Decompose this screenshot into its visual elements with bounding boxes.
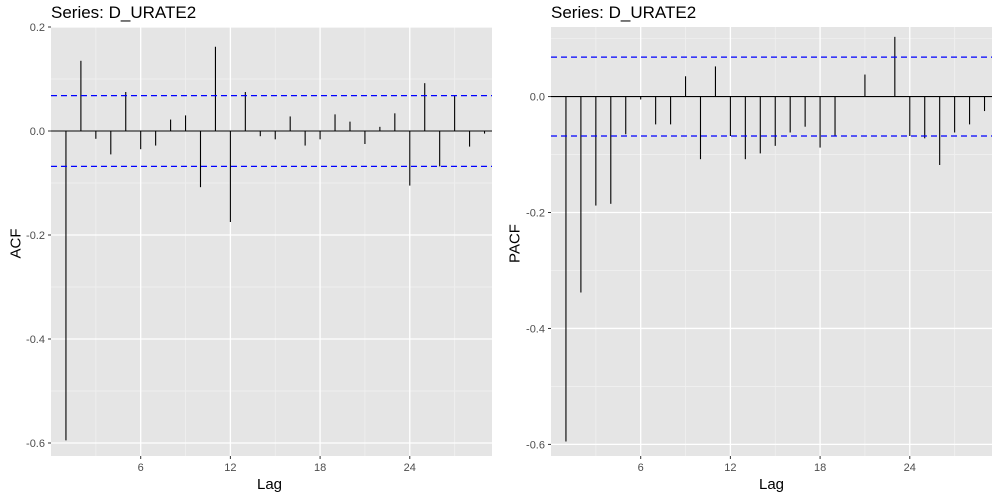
pacf-x-tick-label: 18 [814, 462, 826, 474]
acf-x-tick-label: 6 [138, 462, 144, 474]
acf-x-axis-label: Lag [257, 476, 283, 493]
acf-panel-bg [51, 27, 492, 456]
acf-x-tick-label: 24 [404, 462, 416, 474]
acf-y-tick-label: 0.2 [30, 22, 45, 34]
acf-plot: -0.6 -0.4 -0.2 0.0 0.2 6 12 18 24 [26, 22, 492, 474]
pacf-x-axis-label: Lag [759, 476, 785, 493]
pacf-y-tick-label: -0.2 [526, 208, 545, 220]
pacf-x-tick-label: 24 [904, 462, 916, 474]
acf-y-tick-label: -0.2 [26, 230, 45, 242]
pacf-x-tick-label: 12 [724, 462, 736, 474]
pacf-y-tick-label: -0.6 [526, 439, 545, 451]
acf-y-tick-label: -0.4 [26, 334, 45, 346]
acf-chart: Series: D_URATE2 ACF Lag -0.6 -0.4 -0.2 0.0… [8, 3, 492, 493]
acf-y-tick-label: 0.0 [30, 126, 45, 138]
pacf-chart: Series: D_URATE2 PACF Lag -0.6 -0.4 -0.2 0.… [500, 0, 1000, 500]
acf-y-tick-label: -0.6 [26, 438, 45, 450]
pacf-x-tick-label: 6 [638, 462, 644, 474]
acf-x-tick-label: 12 [224, 462, 236, 474]
pacf-panel-bg [551, 27, 992, 456]
pacf-chart-title: Series: D_URATE2 [551, 3, 697, 22]
acf-x-tick-label: 18 [314, 462, 326, 474]
pacf-plot-group: -0.6 -0.4 -0.2 0.0 6 12 18 24 [526, 27, 992, 474]
pacf-y-tick-label: -0.4 [526, 323, 545, 335]
pacf-y-tick-label: 0.0 [530, 92, 545, 104]
acf-chart-title: Series: D_URATE2 [51, 3, 197, 22]
pacf-plot: -0.6 -0.4 -0.2 0.0 6 12 18 24 [526, 27, 992, 474]
